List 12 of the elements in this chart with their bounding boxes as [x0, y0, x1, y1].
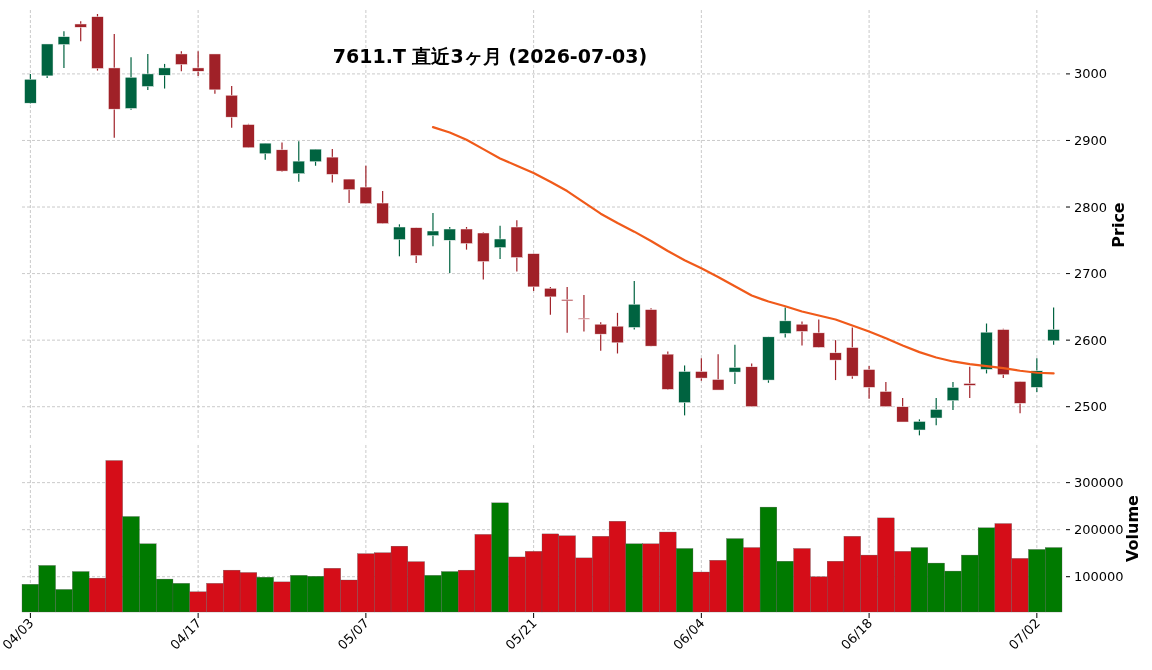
y-tick-label: 300000: [1074, 475, 1124, 491]
y-tick-label: 2500: [1074, 399, 1108, 415]
y-axis-title: Volume: [1123, 494, 1142, 562]
y-tick-label: 3000: [1074, 66, 1108, 82]
y-tick-label: 2600: [1074, 332, 1108, 348]
y-tick-label: 2700: [1074, 266, 1108, 282]
y-tick-label: 2800: [1074, 199, 1108, 215]
text: 7611.T 直近3ヶ月 (2026-07-03): [332, 45, 648, 67]
y-tick-label: 2900: [1074, 132, 1108, 148]
y-tick-label: 100000: [1074, 569, 1124, 585]
y-axis-title: Price: [1109, 202, 1128, 248]
y-tick-label: 200000: [1074, 522, 1124, 538]
